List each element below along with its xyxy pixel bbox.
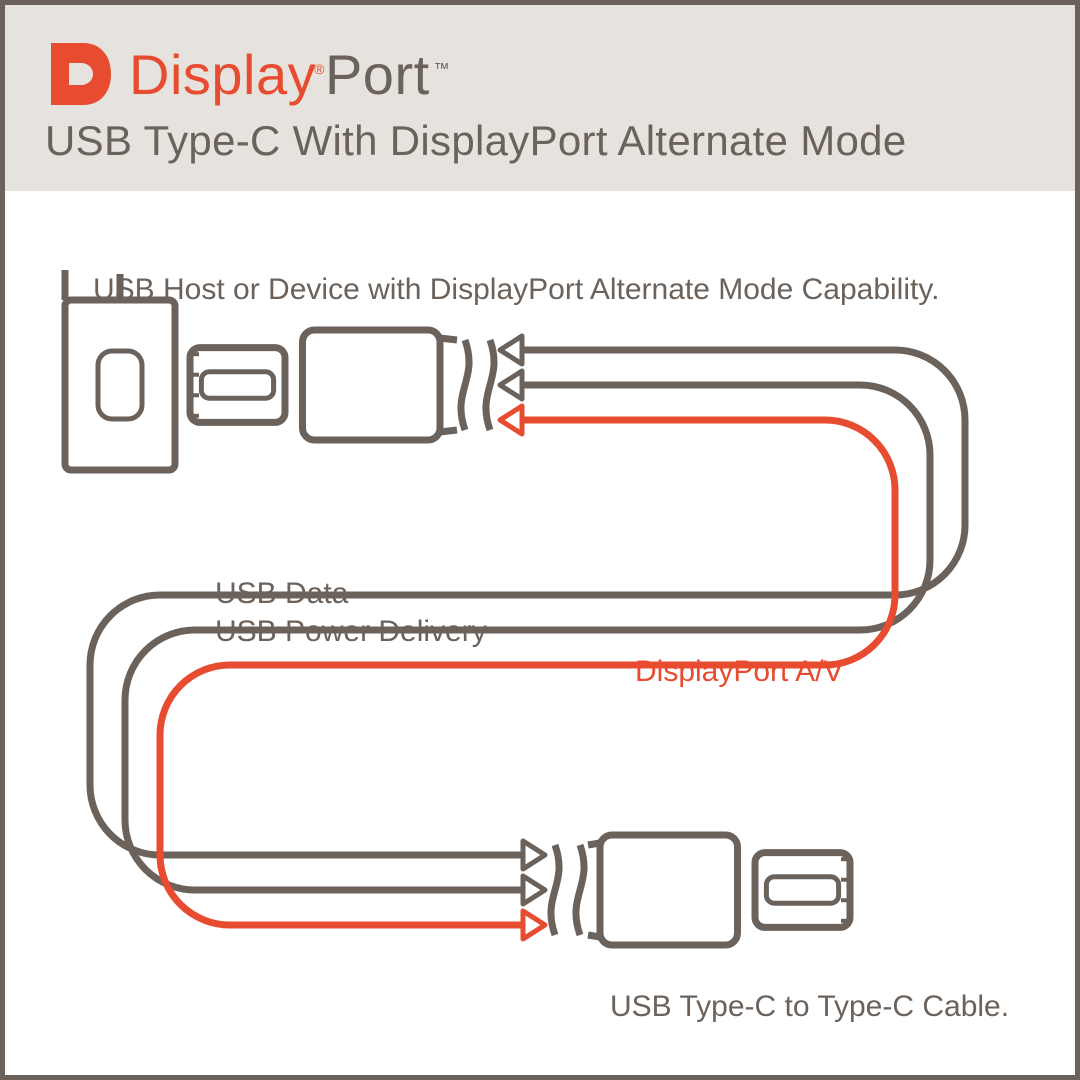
label-dp-av: DisplayPort A/V [635, 655, 843, 689]
diagram-frame: Display®Port™ USB Type-C With DisplayPor… [0, 0, 1080, 1080]
label-usb-data: USB Data [215, 577, 348, 611]
label-top: USB Host or Device with DisplayPort Alte… [93, 273, 939, 307]
label-usb-power: USB Power Delivery [215, 615, 487, 649]
label-bottom: USB Type-C to Type-C Cable. [610, 990, 1009, 1024]
diagram-svg [5, 5, 1075, 1075]
